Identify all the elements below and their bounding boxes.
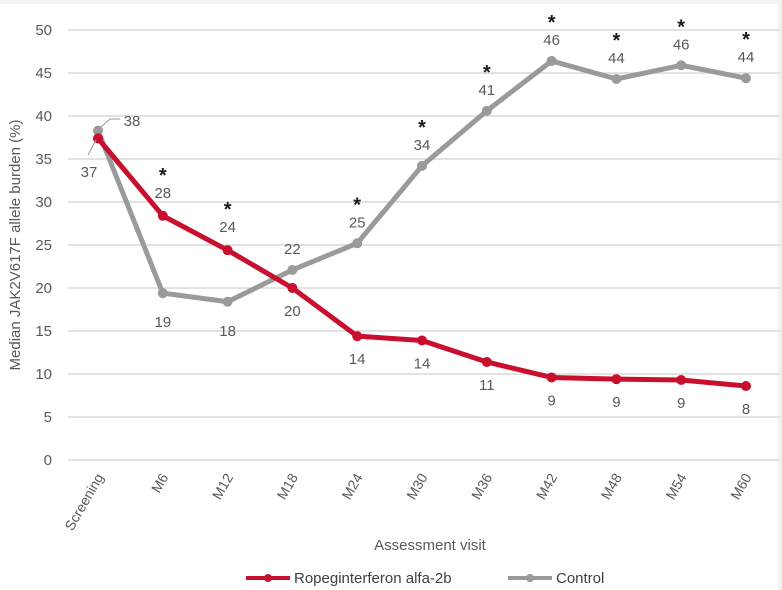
y-tick-label: 10 xyxy=(35,366,52,383)
data-point-control xyxy=(481,105,492,116)
data-label-control: 19 xyxy=(154,314,171,331)
legend-item-control: Control xyxy=(508,570,604,587)
data-point-ropeginterferon xyxy=(352,331,363,342)
y-tick-label: 50 xyxy=(35,22,52,39)
x-axis-ticks: Screening M6 M12 M18 M24 M30 M36 M42 M48 M54 M60 xyxy=(61,470,754,533)
legend: Ropeginterferon alfa-2b Control xyxy=(246,570,604,587)
significance-asterisk: * xyxy=(418,117,426,139)
legend-item-ropeginterferon: Ropeginterferon alfa-2b xyxy=(246,570,452,587)
data-label-ropeginterferon: 37 xyxy=(81,164,98,181)
legend-label-ropeginterferon: Ropeginterferon alfa-2b xyxy=(294,570,452,587)
leader-line xyxy=(99,118,120,129)
data-label-ropeginterferon: 24 xyxy=(219,219,236,236)
data-point-ropeginterferon xyxy=(611,374,622,385)
y-tick-label: 25 xyxy=(35,237,52,254)
data-point-control xyxy=(157,288,168,299)
data-point-ropeginterferon xyxy=(157,210,168,221)
data-point-control xyxy=(222,296,233,307)
leader-line xyxy=(87,139,97,156)
data-label-ropeginterferon: 20 xyxy=(284,303,301,320)
y-tick-label: 40 xyxy=(35,108,52,125)
data-label-control: 38 xyxy=(124,113,141,130)
legend-label-control: Control xyxy=(556,570,604,587)
data-label-ropeginterferon: 8 xyxy=(742,401,750,418)
data-point-control xyxy=(352,238,363,249)
data-label-ropeginterferon: 14 xyxy=(414,355,431,372)
significance-asterisk: * xyxy=(159,165,167,187)
data-point-ropeginterferon xyxy=(741,381,751,392)
data-label-ropeginterferon: 28 xyxy=(154,185,171,202)
data-point-control xyxy=(676,60,687,71)
y-tick-label: 45 xyxy=(35,65,52,82)
data-point-ropeginterferon xyxy=(287,283,298,293)
data-label-control: 44 xyxy=(738,49,755,66)
data-point-ropeginterferon xyxy=(546,372,557,383)
significance-asterisk: * xyxy=(677,16,685,38)
y-tick-label: 0 xyxy=(44,452,52,469)
data-point-control xyxy=(611,74,622,85)
y-tick-label: 15 xyxy=(35,323,52,340)
data-label-control: 44 xyxy=(608,50,625,67)
data-point-ropeginterferon xyxy=(417,335,427,346)
y-tick-label: 5 xyxy=(44,409,52,426)
data-label-ropeginterferon: 14 xyxy=(349,351,366,368)
data-label-ropeginterferon: 9 xyxy=(677,395,685,412)
y-tick-label: 30 xyxy=(35,194,52,211)
significance-asterisk: * xyxy=(224,199,232,221)
data-label-control: 41 xyxy=(478,82,495,99)
significance-asterisk: * xyxy=(353,194,361,216)
gridlines xyxy=(68,29,780,461)
y-tick-label: 35 xyxy=(35,151,52,168)
data-label-control: 34 xyxy=(414,137,431,154)
data-point-ropeginterferon xyxy=(676,375,687,386)
data-label-control: 18 xyxy=(219,323,236,340)
data-label-ropeginterferon: 9 xyxy=(612,394,620,411)
data-point-control xyxy=(546,55,557,66)
data-label-ropeginterferon: 9 xyxy=(547,392,555,409)
chart-background xyxy=(0,4,778,590)
significance-asterisk: * xyxy=(483,62,491,84)
data-point-control xyxy=(417,160,427,171)
significance-asterisk: * xyxy=(742,29,750,51)
data-point-control xyxy=(287,264,298,275)
data-labels: 37 28 24 20 14 14 11 9 9 9 8 38 19 18 22 25 34 41 46 44 46 44… xyxy=(81,12,755,418)
significance-asterisk: * xyxy=(548,12,556,34)
y-axis-ticks: 0 5 10 15 20 25 30 35 40 45 50 xyxy=(35,22,52,469)
data-point-ropeginterferon xyxy=(481,356,492,367)
data-label-ropeginterferon: 11 xyxy=(479,377,495,394)
y-axis-title: Median JAK2V617F allele burden (%) xyxy=(7,120,24,371)
data-point-ropeginterferon xyxy=(222,245,233,256)
data-point-control xyxy=(741,73,751,84)
data-label-control: 46 xyxy=(543,32,560,49)
data-label-control: 25 xyxy=(349,214,366,231)
significance-asterisk: * xyxy=(613,30,621,52)
y-tick-label: 20 xyxy=(35,280,52,297)
data-label-control: 22 xyxy=(284,241,301,258)
data-label-control: 46 xyxy=(673,36,690,53)
x-axis-title: Assessment visit xyxy=(374,537,487,554)
